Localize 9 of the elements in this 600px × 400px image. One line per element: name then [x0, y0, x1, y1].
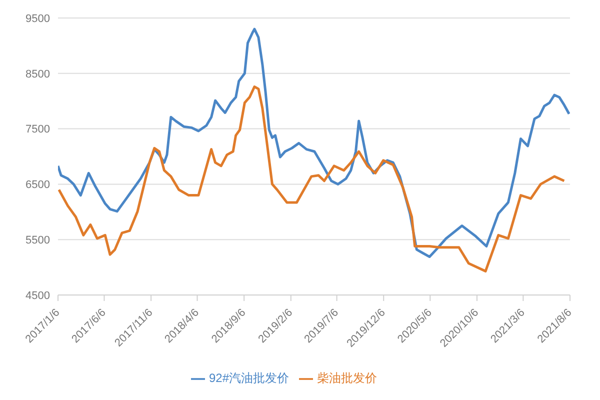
line-series	[58, 85, 566, 272]
y-tick-label: 6500	[26, 179, 50, 192]
y-tick-label: 5500	[26, 234, 50, 247]
y-tick-label: 8500	[26, 68, 50, 80]
legend-label: 92#汽油批发价	[208, 371, 290, 385]
legend-label: 柴油批发价	[317, 371, 378, 385]
y-tick-label: 7500	[26, 124, 50, 136]
y-tick-label: 9500	[26, 12, 50, 25]
y-tick-label: 4500	[26, 290, 50, 302]
